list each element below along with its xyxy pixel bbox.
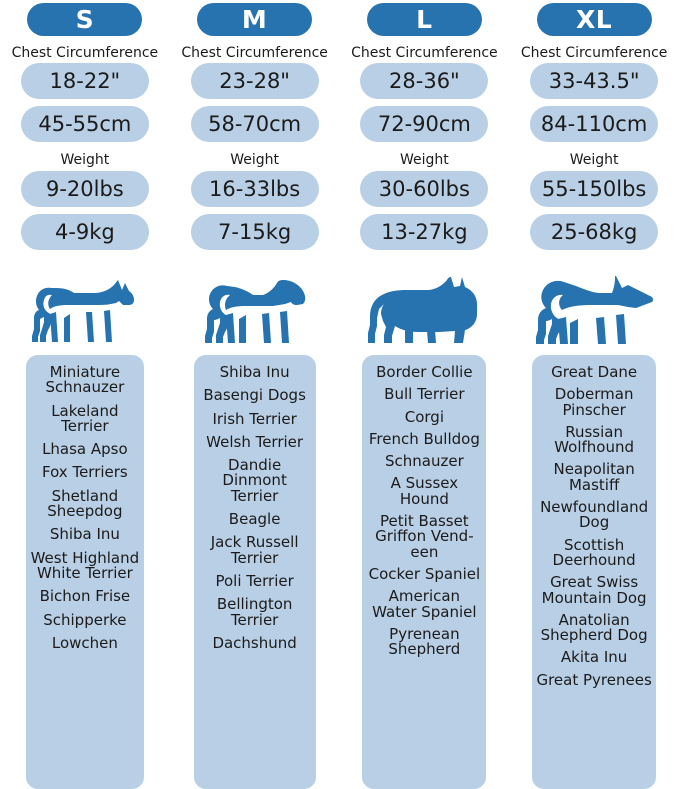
list-item: Scottish Deerhound [552, 535, 636, 569]
list-item: Irish Terrier [212, 409, 297, 428]
list-item: Lhasa Apso [42, 440, 128, 459]
size-column-l: L Chest Circumference 28-36" 72-90cm Wei… [340, 0, 510, 789]
breed-list-xl: Great Dane Doberman Pinscher Russian Wol… [532, 355, 657, 789]
size-badge-l: L [366, 3, 482, 36]
list-item: Schipperke [43, 610, 127, 629]
size-column-m: M Chest Circumference 23-28" 58-70cm Wei… [170, 0, 340, 789]
list-item: Shetland Sheepdog [47, 486, 123, 521]
chest-inches-l: 28-36" [360, 63, 489, 99]
weight-label-m: Weight [230, 152, 280, 168]
chest-inches-xl: 33-43.5" [530, 63, 659, 99]
list-item: Bull Terrier [384, 385, 465, 404]
weight-lbs-l: 30-60lbs [360, 171, 489, 207]
breed-list-s: Miniature Schnauzer Lakeland Terrier Lha… [25, 355, 144, 789]
weight-lbs-xl: 55-150lbs [530, 171, 659, 207]
list-item: Great Swiss Mountain Dog [541, 573, 647, 607]
chest-label-xl: Chest Circumference [520, 45, 668, 61]
list-item: Basengi Dogs [203, 386, 306, 405]
chest-cm-l: 72-90cm [360, 106, 489, 142]
chest-label-m: Chest Circumference [181, 45, 328, 61]
weight-kg-s: 4-9kg [20, 214, 149, 250]
list-item: Border Collie [376, 363, 473, 381]
list-item: Pyrenean Shepherd [388, 624, 461, 659]
list-item: Cocker Spaniel [368, 564, 481, 583]
list-item: Newfoundland Dog [540, 498, 649, 532]
chest-cm-m: 58-70cm [190, 106, 319, 142]
weight-label-s: Weight [60, 152, 110, 168]
list-item: Miniature Schnauzer [45, 363, 125, 397]
weight-lbs-s: 9-20lbs [20, 171, 149, 207]
jack-russell-icon [180, 262, 330, 346]
chest-inches-s: 18-22" [20, 63, 149, 99]
list-item: Fox Terriers [42, 463, 128, 482]
list-item: Great Dane [551, 363, 638, 381]
list-item: Schnauzer [385, 452, 464, 471]
list-item: Lakeland Terrier [51, 401, 119, 435]
weight-kg-l: 13-27kg [360, 214, 489, 250]
weight-kg-m: 7-15kg [190, 214, 319, 250]
list-item: Russian Wolfhound [554, 422, 635, 457]
chest-label-s: Chest Circumference [11, 45, 159, 61]
list-item: Lowchen [51, 633, 118, 652]
chest-cm-xl: 84-110cm [530, 106, 659, 142]
size-column-xl: XL Chest Circumference 33-43.5" 84-110cm… [509, 0, 679, 789]
weight-label-xl: Weight [569, 152, 619, 168]
list-item: American Water Spaniel [372, 587, 477, 621]
list-item: Anatolian Shepherd Dog [540, 610, 648, 645]
list-item: Dachshund [212, 633, 297, 652]
list-item: West Highland White Terrier [30, 548, 140, 582]
list-item: Doberman Pinscher [554, 385, 634, 419]
breed-list-m: Shiba Inu Basengi Dogs Irish Terrier Wel… [193, 355, 316, 789]
list-item: Poli Terrier [215, 571, 294, 590]
size-badge-xl: XL [536, 3, 652, 36]
list-item: Beagle [228, 510, 281, 529]
list-item: Bellington Terrier [216, 595, 293, 629]
list-item: Jack Russell Terrier [210, 533, 299, 567]
weight-kg-xl: 25-68kg [530, 214, 659, 250]
list-item: Dandie Dinmont Terrier [222, 456, 287, 505]
chest-cm-s: 45-55cm [20, 106, 149, 142]
list-item: Petit Basset Griffon Vend-een [375, 512, 474, 561]
list-item: Corgi [404, 407, 444, 426]
shepherd-icon [519, 262, 669, 346]
list-item: Welsh Terrier [206, 432, 304, 451]
weight-label-l: Weight [399, 152, 449, 168]
list-item: Shiba Inu [49, 525, 120, 544]
size-badge-s: S [27, 3, 143, 36]
list-item: Akita Inu [560, 648, 628, 667]
list-item: Great Pyrenees [536, 670, 652, 689]
chest-inches-m: 23-28" [190, 63, 319, 99]
size-column-s: S Chest Circumference 18-22" 45-55cm Wei… [0, 0, 170, 789]
list-item: Shiba Inu [219, 363, 290, 381]
size-badge-m: M [197, 3, 313, 36]
small-terrier-icon [10, 262, 160, 346]
chest-label-l: Chest Circumference [351, 45, 498, 61]
list-item: Bichon Frise [39, 587, 131, 606]
list-item: Neapolitan Mastiff [553, 460, 635, 494]
list-item: A Sussex Hound [390, 474, 459, 508]
bulldog-icon [349, 262, 499, 346]
weight-lbs-m: 16-33lbs [190, 171, 319, 207]
breed-list-l: Border Collie Bull Terrier Corgi French … [362, 355, 487, 789]
list-item: French Bulldog [368, 429, 480, 448]
